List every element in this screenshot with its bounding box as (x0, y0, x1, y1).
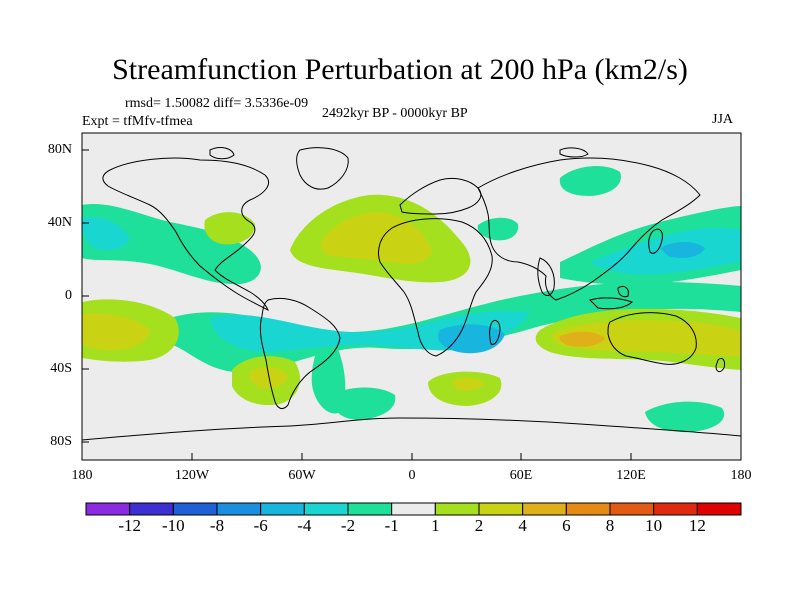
x-tick-label-60e: 60E (509, 468, 533, 483)
colorbar-swatch (522, 502, 567, 516)
colorbar-label: -6 (253, 516, 268, 535)
colorbar-label: -1 (384, 516, 399, 535)
coastline-indonesia (589, 285, 633, 310)
x-tick-label-0: 0 (408, 468, 416, 483)
colorbar (85, 502, 742, 516)
coastline-new-zealand (715, 357, 725, 373)
coastline-australia (607, 312, 697, 365)
colorbar-label: 10 (645, 516, 663, 535)
y-tick-label-40n: 40N (47, 215, 72, 230)
colorbar-label: 1 (431, 516, 440, 535)
colorbar-swatch (303, 502, 349, 516)
colorbar-swatch (260, 502, 305, 516)
colorbar-label: 12 (688, 516, 706, 535)
coastline-india (537, 257, 555, 296)
contour-pos1-ne-pacific (204, 212, 255, 245)
experiment-label: Expt = tfMfv-tfmea (82, 114, 193, 129)
colorbar-swatch (216, 502, 262, 516)
coastline-japan (648, 228, 663, 254)
y-tick-label-80s: 80S (50, 434, 72, 449)
coastline-europe (399, 177, 482, 215)
y-tick-marks (82, 149, 89, 443)
colorbar-label: 6 (562, 516, 571, 535)
x-tick-label-120e: 120E (616, 468, 646, 483)
colorbar-swatch (478, 502, 524, 516)
contour-neg1-north-america (82, 203, 261, 285)
colorbar-label: -10 (161, 516, 185, 535)
x-tick-label-180w: 180 (71, 468, 93, 483)
coastline-north-america (102, 157, 270, 312)
contour-neg1-sa-lobe (311, 330, 346, 414)
contour-pos2-south-pacific (82, 313, 150, 350)
coastline-africa (378, 218, 493, 357)
stats-text: rmsd= 1.50082 diff= 3.5336e-09 (125, 96, 309, 111)
contour-pos2-north-atlantic (320, 212, 432, 264)
colorbar-label: -8 (209, 516, 225, 535)
colorbar-swatch (434, 502, 480, 516)
coastline-antarctica (82, 417, 741, 441)
y-tick-label-0: 0 (65, 288, 72, 303)
contour-pos2-australia (552, 320, 741, 356)
colorbar-label: 2 (474, 516, 484, 535)
colorbar-swatch (347, 502, 393, 516)
coastlines (82, 147, 741, 441)
colorbar-swatch (609, 502, 655, 516)
plot-title: Streamfunction Perturbation at 200 hPa (… (112, 53, 688, 86)
x-tick-label-180e: 180 (730, 468, 752, 483)
colorbar-swatch (172, 502, 218, 516)
contour-neg1-middle-east (477, 217, 519, 241)
coastline-south-america (259, 297, 341, 409)
contour-neg1-southern-ocean-e (645, 401, 725, 433)
colorbar-swatch (653, 502, 698, 516)
colorbar-label: -4 (297, 516, 312, 535)
colorbar-swatch (129, 502, 174, 516)
coastline-arctic-islands (209, 147, 589, 160)
contour-neg2-north-america (82, 216, 130, 250)
colorbar-label: 8 (605, 516, 615, 535)
x-tick-marks (81, 453, 742, 460)
colorbar-label: 4 (518, 516, 527, 535)
contour-neg1-siberia (559, 166, 621, 196)
contour-neg4-se-africa (438, 324, 505, 354)
y-tick-label-80n: 80N (47, 142, 72, 157)
contour-neg4-nw-pacific (660, 242, 705, 258)
x-tick-label-60w: 60W (288, 468, 316, 483)
coastline-madagascar (489, 319, 501, 345)
contour-pos4-australia (559, 331, 605, 347)
colorbar-swatch (85, 502, 131, 516)
coastline-greenland (296, 147, 349, 190)
contour-fields (82, 147, 741, 441)
period-label: 2492kyr BP - 0000kyr BP (322, 106, 468, 121)
colorbar-swatch (696, 502, 742, 516)
coastline-asia (477, 157, 701, 301)
contour-pos2-south-indian (452, 377, 484, 391)
colorbar-swatch (391, 502, 436, 516)
colorbar-swatch (565, 502, 611, 516)
x-tick-label-120w: 120W (174, 468, 210, 483)
season-label: JJA (712, 112, 734, 127)
y-tick-label-40s: 40S (50, 361, 72, 376)
colorbar-label: -12 (118, 516, 141, 535)
contour-neg1-southern-ocean-w (331, 387, 396, 420)
colorbar-label: -2 (340, 516, 356, 535)
